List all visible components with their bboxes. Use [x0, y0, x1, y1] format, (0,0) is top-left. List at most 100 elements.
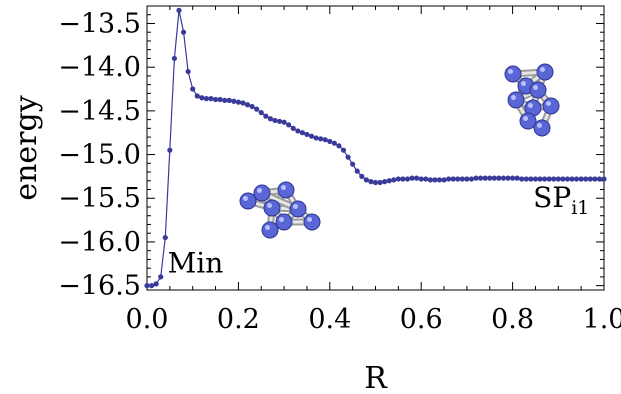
- data-point: [222, 97, 228, 103]
- cluster-atom-shine: [537, 123, 542, 128]
- data-point: [231, 98, 237, 104]
- data-point: [400, 176, 406, 182]
- data-point: [336, 143, 342, 149]
- data-point: [212, 96, 219, 103]
- data-point: [359, 173, 365, 179]
- data-point: [596, 176, 603, 182]
- data-point: [327, 138, 333, 145]
- cluster-atom-shine: [528, 103, 533, 108]
- annotation-label: SPi1: [533, 181, 589, 219]
- data-point: [185, 68, 191, 75]
- cluster-atom-shine: [293, 204, 298, 209]
- data-point: [592, 176, 598, 182]
- cluster-atom: [533, 119, 551, 137]
- data-point: [537, 176, 543, 182]
- data-point: [263, 113, 269, 119]
- data-point: [176, 7, 182, 13]
- y-tick-label: −14.5: [58, 96, 141, 127]
- cluster-atom-shine: [533, 85, 538, 90]
- data-point: [409, 175, 415, 181]
- data-point: [254, 106, 260, 112]
- data-point: [199, 95, 205, 101]
- data-point: [555, 176, 561, 182]
- data-point: [509, 175, 516, 181]
- data-point: [286, 122, 292, 128]
- data-point: [414, 175, 420, 181]
- cluster-atom: [504, 65, 522, 83]
- data-point: [546, 176, 552, 182]
- data-point: [514, 175, 520, 181]
- data-point: [573, 176, 580, 182]
- y-tick-label: −13.5: [58, 8, 141, 39]
- data-point: [601, 176, 607, 182]
- cluster-atom-shine: [281, 185, 286, 190]
- data-point: [363, 177, 369, 183]
- cluster-atom: [542, 97, 560, 115]
- data-point: [318, 136, 324, 142]
- cluster-atom: [239, 192, 257, 210]
- cluster-atom: [253, 184, 271, 202]
- data-point: [377, 179, 383, 186]
- x-tick-label: 0.8: [491, 304, 534, 335]
- y-tick-label: −14.0: [58, 52, 141, 83]
- data-point: [208, 96, 214, 102]
- data-point: [473, 175, 479, 181]
- cluster-atom: [277, 181, 295, 199]
- data-point: [290, 125, 296, 131]
- data-point: [464, 176, 470, 182]
- data-point: [446, 176, 452, 182]
- data-point: [354, 168, 360, 174]
- cluster-atom-shine: [243, 196, 248, 201]
- data-point: [340, 147, 347, 153]
- data-point: [272, 117, 278, 124]
- data-point: [190, 86, 196, 92]
- annotation-label: Min: [168, 247, 224, 280]
- cluster-sp-icon: [504, 63, 560, 137]
- data-point: [505, 175, 511, 181]
- data-point: [180, 29, 187, 35]
- x-tick-label: 0.2: [217, 304, 260, 335]
- data-point: [528, 176, 534, 182]
- data-point: [350, 161, 356, 167]
- data-point: [203, 96, 210, 102]
- data-point: [482, 175, 488, 181]
- cluster-atom-shine: [540, 67, 545, 72]
- data-point: [395, 176, 401, 182]
- data-point: [171, 55, 178, 62]
- data-point: [313, 135, 319, 141]
- data-point: [487, 175, 493, 181]
- data-point: [455, 176, 461, 182]
- data-point: [418, 176, 424, 182]
- data-point: [258, 110, 264, 116]
- data-point: [322, 137, 328, 143]
- cluster-atom-shine: [267, 203, 272, 208]
- cluster-atom-shine: [257, 188, 262, 193]
- data-point: [478, 175, 484, 181]
- data-point: [235, 99, 241, 105]
- cluster-atom-shine: [279, 217, 284, 222]
- data-point: [569, 176, 575, 182]
- data-point: [459, 176, 465, 182]
- cluster-atom: [536, 63, 554, 81]
- cluster-atom-shine: [307, 217, 312, 222]
- data-point: [244, 102, 251, 108]
- cluster-atom-shine: [511, 95, 516, 100]
- data-point: [240, 100, 246, 106]
- cluster-atom: [289, 200, 307, 218]
- data-point: [564, 176, 571, 182]
- data-point: [541, 176, 548, 182]
- data-point: [162, 234, 168, 241]
- cluster-atom-shine: [523, 116, 528, 121]
- data-point: [249, 103, 255, 110]
- data-point: [153, 281, 159, 287]
- data-point: [578, 176, 584, 182]
- data-point: [500, 175, 507, 181]
- data-point: [308, 133, 315, 139]
- data-point: [331, 140, 337, 146]
- data-point: [532, 176, 539, 182]
- data-point: [491, 175, 497, 181]
- cluster-atom: [303, 213, 321, 231]
- data-point: [144, 283, 150, 289]
- cluster-atom: [261, 221, 279, 239]
